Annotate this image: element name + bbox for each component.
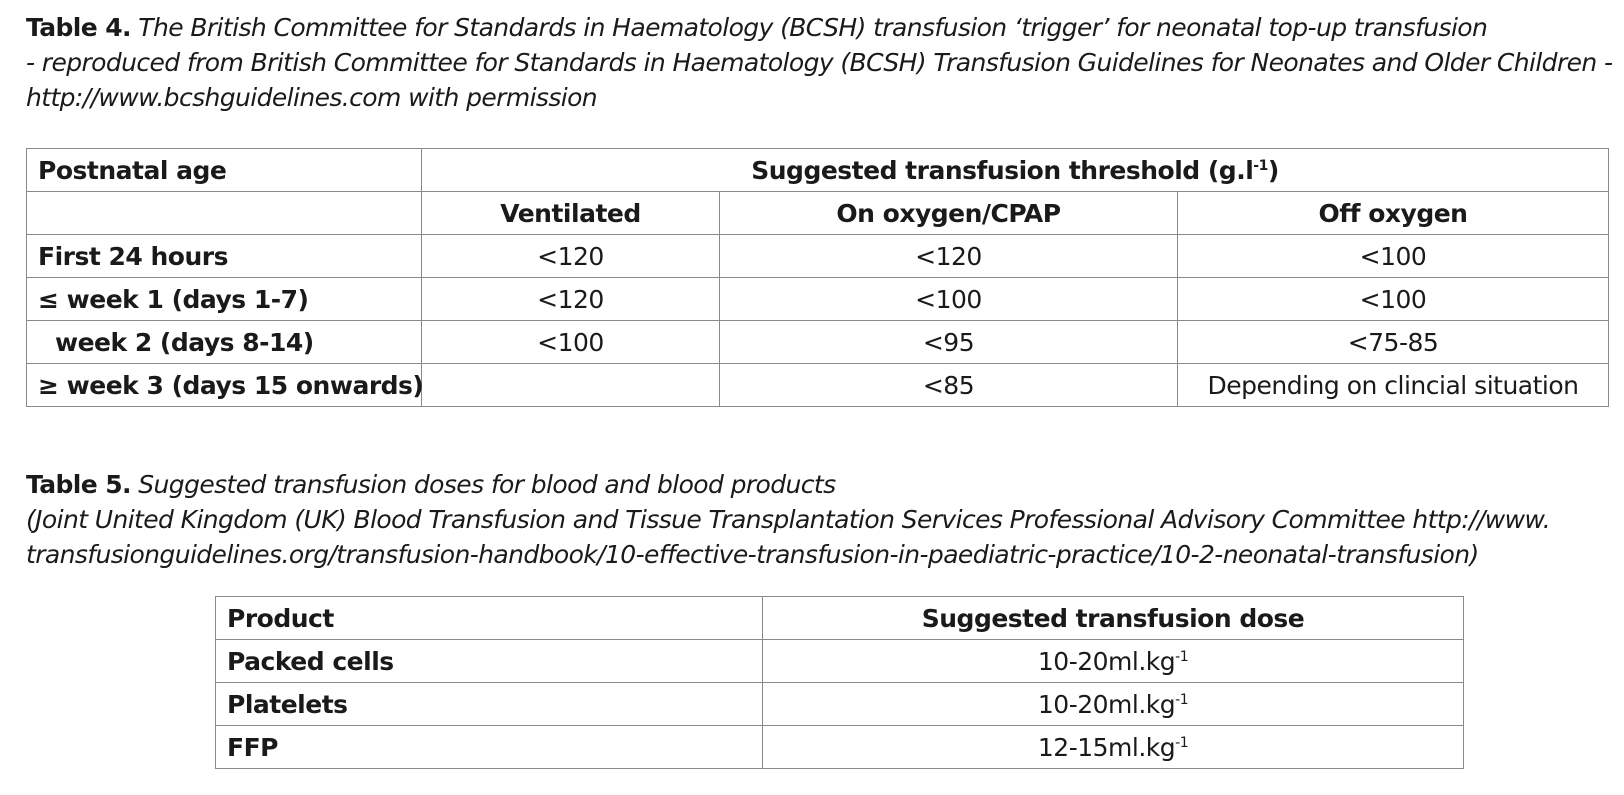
cell-ventilated: <120: [421, 277, 720, 321]
table5-caption-line-1: Suggested transfusion doses for blood an…: [138, 470, 836, 499]
header-dose: Suggested transfusion dose: [762, 596, 1464, 640]
row-age: First 24 hours: [26, 234, 422, 278]
cell-product: Platelets: [215, 682, 763, 726]
table5-caption: Table 5. Suggested transfusion doses for…: [26, 467, 1606, 572]
row-age: ≤ week 1 (days 1-7): [26, 277, 422, 321]
cell-product: Packed cells: [215, 639, 763, 683]
table5-caption-label: Table 5.: [26, 470, 132, 499]
cell-dose: 10-20ml.kg-1: [762, 639, 1464, 683]
cell-on-oxygen: <120: [719, 234, 1178, 278]
cell-on-oxygen: <100: [719, 277, 1178, 321]
table-row: ≥ week 3 (days 15 onwards) <85 Depending…: [26, 363, 1610, 407]
table5-caption-line-3: transfusionguidelines.org/transfusion-ha…: [26, 540, 1479, 569]
transfusion-dose-table: Product Suggested transfusion dose Packe…: [215, 596, 1464, 769]
header-postnatal-age: Postnatal age: [26, 148, 422, 192]
cell-off-oxygen: <100: [1176, 277, 1610, 321]
empty-cell: [26, 191, 422, 235]
table4-caption-line-2: - reproduced from British Committee for …: [26, 48, 1613, 77]
table-subheader-row: Ventilated On oxygen/CPAP Off oxygen: [26, 191, 1610, 235]
transfusion-threshold-table: Postnatal age Suggested transfusion thre…: [26, 148, 1610, 407]
cell-dose: 10-20ml.kg-1: [762, 682, 1464, 726]
row-age: ≥ week 3 (days 15 onwards): [26, 363, 424, 407]
cell-off-oxygen: Depending on clincial situation: [1176, 363, 1610, 407]
cell-product: FFP: [215, 725, 763, 769]
header-ventilated: Ventilated: [421, 191, 720, 235]
row-age: week 2 (days 8-14): [26, 320, 422, 364]
table-row: week 2 (days 8-14) <100 <95 <75-85: [26, 320, 1610, 364]
cell-on-oxygen: <95: [719, 320, 1178, 364]
cell-dose: 12-15ml.kg-1: [762, 725, 1464, 769]
table-row: Platelets 10-20ml.kg-1: [215, 682, 1464, 726]
table5-caption-line-2: (Joint United Kingdom (UK) Blood Transfu…: [26, 505, 1551, 534]
table4-caption-line-3: http://www.bcshguidelines.com with permi…: [26, 83, 598, 112]
cell-ventilated: <100: [421, 320, 720, 364]
cell-on-oxygen: <85: [719, 363, 1178, 407]
table-row: ≤ week 1 (days 1-7) <120 <100 <100: [26, 277, 1610, 321]
header-off-oxygen: Off oxygen: [1176, 191, 1610, 235]
header-threshold: Suggested transfusion threshold (g.l-1): [420, 148, 1610, 192]
header-on-oxygen: On oxygen/CPAP: [719, 191, 1178, 235]
table4-caption-label: Table 4.: [26, 13, 132, 42]
table-header-row: Postnatal age Suggested transfusion thre…: [26, 148, 1610, 192]
table-row: Packed cells 10-20ml.kg-1: [215, 639, 1464, 683]
table4-caption: Table 4. The British Committee for Stand…: [26, 10, 1613, 115]
cell-ventilated: <120: [421, 234, 720, 278]
table-row: FFP 12-15ml.kg-1: [215, 725, 1464, 769]
table-header-row: Product Suggested transfusion dose: [215, 596, 1464, 640]
table-row: First 24 hours <120 <120 <100: [26, 234, 1610, 278]
cell-ventilated: [421, 363, 720, 407]
header-product: Product: [215, 596, 763, 640]
table4-caption-line-1: The British Committee for Standards in H…: [138, 13, 1488, 42]
cell-off-oxygen: <100: [1176, 234, 1610, 278]
cell-off-oxygen: <75-85: [1176, 320, 1610, 364]
